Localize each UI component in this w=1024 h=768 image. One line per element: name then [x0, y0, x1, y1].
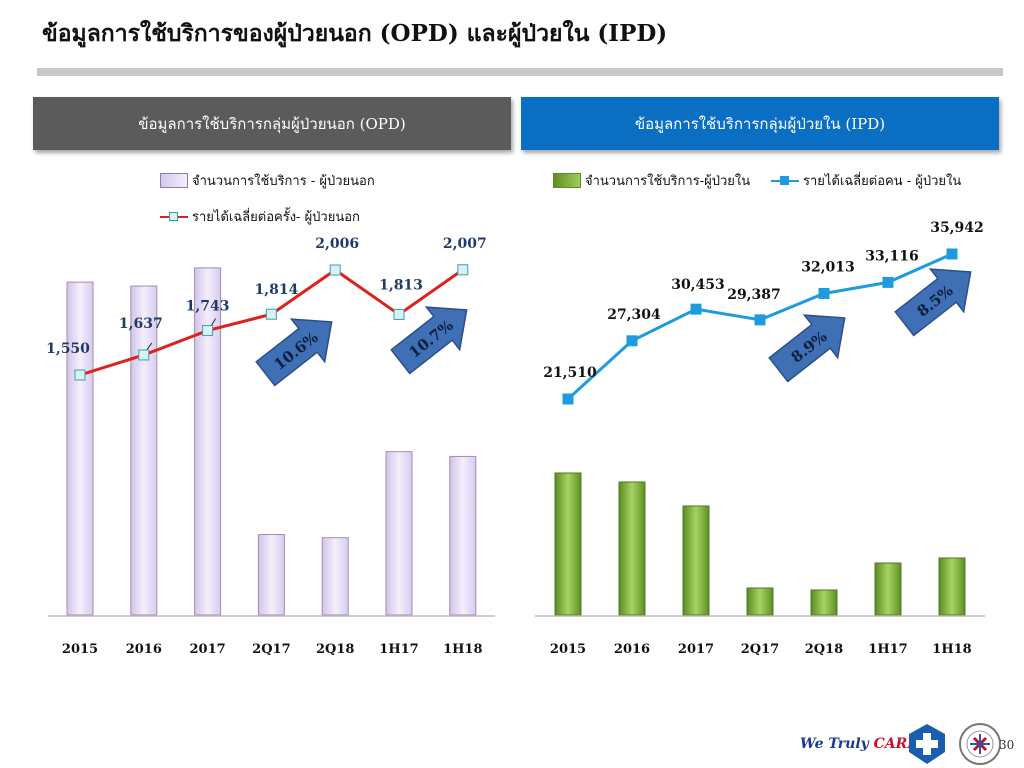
opd-legend-line-swatch [160, 211, 188, 223]
ipd-chart-value-label-1H17: 33,116 [865, 248, 919, 264]
ipd-chart: 2015 2016 2017 2Q17 2Q18 1H17 1H18 21,510 27,304… [535, 220, 985, 657]
ipd-panel-title: ข้อมูลการใช้บริการกลุ่มผู้ป่วยใน (IPD) [634, 114, 886, 133]
opd-chart-bar-2017 [194, 267, 222, 616]
opd-chart-tick-2Q18: 2Q18 [316, 642, 354, 657]
logo-text-care: CARE [873, 736, 918, 752]
ipd-chart-marker-2Q17 [754, 314, 766, 326]
opd-chart-bar-2016 [130, 285, 158, 616]
opd-chart-bar-2Q18 [321, 537, 349, 616]
opd-panel-title: ข้อมูลการใช้บริการกลุ่มผู้ป่วยนอก (OPD) [138, 114, 406, 133]
page-title: ข้อมูลการใช้บริการของผู้ป่วยนอก (OPD) แล… [42, 20, 668, 47]
opd-chart-tick-1H17: 1H17 [379, 642, 418, 657]
opd-legend-bar-label: จำนวนการใช้บริการ - ผู้ป่วยนอก [192, 174, 375, 189]
ipd-chart-growth-arrow-1: 8.9% [768, 314, 846, 383]
opd-chart-value-label-2017: 1,743 [186, 299, 230, 315]
opd-chart-bar-1H18 [449, 455, 477, 616]
ipd-chart-bar-2Q18 [810, 589, 838, 616]
opd-panel-header: ข้อมูลการใช้บริการกลุ่มผู้ป่วยนอก (OPD) [33, 97, 511, 150]
ipd-chart-tick-2016: 2016 [614, 642, 650, 657]
ipd-chart-value-label-2016: 27,304 [607, 307, 661, 323]
opd-legend-bar: จำนวนการใช้บริการ - ผู้ป่วยนอก [160, 170, 375, 191]
ipd-chart-bar-1H18 [938, 557, 966, 616]
ipd-chart-tick-2Q17: 2Q17 [741, 642, 779, 657]
ipd-legend-line: รายได้เฉลี่ยต่อคน - ผู้ป่วยใน [771, 170, 961, 191]
opd-chart-bar-2015 [66, 281, 94, 616]
opd-chart-bar-2Q17 [257, 534, 285, 616]
opd-legend-bar-swatch [160, 173, 188, 188]
ipd-chart-bar-1H17 [874, 562, 902, 616]
opd-chart-value-label-2Q17: 1,814 [254, 282, 298, 298]
opd-legend-line-label: รายได้เฉลี่ยต่อครั้ง- ผู้ป่วยนอก [192, 210, 360, 225]
opd-chart-value-label-1H17: 1,813 [379, 277, 423, 293]
opd-chart-tick-2015: 2015 [62, 642, 98, 657]
opd-chart-bar-1H17 [385, 451, 413, 616]
opd-chart-value-label-1H18: 2,007 [443, 236, 487, 252]
hospital-logo [909, 724, 945, 764]
ipd-legend-bar: จำนวนการใช้บริการ-ผู้ป่วยใน [553, 170, 750, 191]
ipd-chart-marker-2015 [562, 393, 574, 405]
opd-chart-value-label-2016: 1,637 [119, 316, 163, 332]
opd-chart-marker-2015 [74, 369, 86, 381]
ipd-chart-growth-arrow-2: 8.5% [894, 268, 972, 337]
opd-chart-marker-1H18 [457, 264, 469, 276]
ipd-chart-value-label-2015: 21,510 [543, 365, 597, 381]
ipd-chart-tick-1H17: 1H17 [868, 642, 907, 657]
ipd-chart-bar-2Q17 [746, 587, 774, 616]
opd-chart-value-label-2Q18: 2,006 [315, 236, 359, 252]
opd-chart-marker-2Q17 [265, 308, 277, 320]
opd-chart-tick-2017: 2017 [190, 642, 226, 657]
opd-chart-growth-arrow-2: 10.7% [390, 306, 468, 375]
ipd-chart-value-label-2Q17: 29,387 [727, 287, 781, 303]
ipd-legend-bar-label: จำนวนการใช้บริการ-ผู้ป่วยใน [585, 174, 751, 189]
page-number: 30 [999, 738, 1015, 752]
ipd-chart-line [566, 252, 953, 401]
ipd-chart-marker-1H17 [882, 276, 894, 288]
logo-text: We Truly [800, 736, 874, 752]
opd-chart-tick-2016: 2016 [126, 642, 162, 657]
opd-chart-marker-2017 [202, 325, 214, 337]
ipd-legend-bar-swatch [553, 173, 581, 188]
ipd-chart-value-label-2Q18: 32,013 [801, 259, 855, 275]
ipd-legend-line-swatch [771, 175, 799, 187]
opd-chart: 2015 2016 2017 2Q17 2Q18 1H17 1H18 1,550 1,637 1,… [46, 236, 495, 657]
ipd-chart-tick-2Q18: 2Q18 [805, 642, 843, 657]
title-divider [37, 68, 1003, 76]
opd-chart-tick-2Q17: 2Q17 [252, 642, 290, 657]
ipd-chart-bar-2015 [554, 472, 582, 616]
ipd-chart-marker-2016 [626, 335, 638, 347]
opd-chart-tick-1H18: 1H18 [443, 642, 482, 657]
ipd-chart-bar-2017 [682, 505, 710, 616]
accreditation-seal-icon [959, 723, 1001, 765]
ipd-chart-tick-2017: 2017 [678, 642, 714, 657]
ipd-chart-bar-2016 [618, 481, 646, 616]
we-truly-care-logo: We Truly CARE [800, 736, 918, 752]
opd-chart-marker-2Q18 [329, 264, 341, 276]
opd-legend-line: รายได้เฉลี่ยต่อครั้ง- ผู้ป่วยนอก [160, 206, 360, 227]
opd-chart-marker-1H17 [393, 308, 405, 320]
ipd-legend-line-label: รายได้เฉลี่ยต่อคน - ผู้ป่วยใน [803, 174, 962, 189]
ipd-chart-value-label-1H18: 35,942 [930, 220, 984, 236]
ipd-chart-value-label-2017: 30,453 [671, 277, 725, 293]
ipd-chart-marker-2Q18 [818, 287, 830, 299]
opd-chart-marker-2016 [138, 349, 150, 361]
opd-chart-value-label-2015: 1,550 [46, 341, 90, 357]
ipd-panel-header: ข้อมูลการใช้บริการกลุ่มผู้ป่วยใน (IPD) [521, 97, 999, 150]
ipd-chart-marker-1H18 [946, 248, 958, 260]
ipd-chart-tick-2015: 2015 [550, 642, 586, 657]
ipd-chart-marker-2017 [690, 303, 702, 315]
ipd-chart-tick-1H18: 1H18 [932, 642, 971, 657]
